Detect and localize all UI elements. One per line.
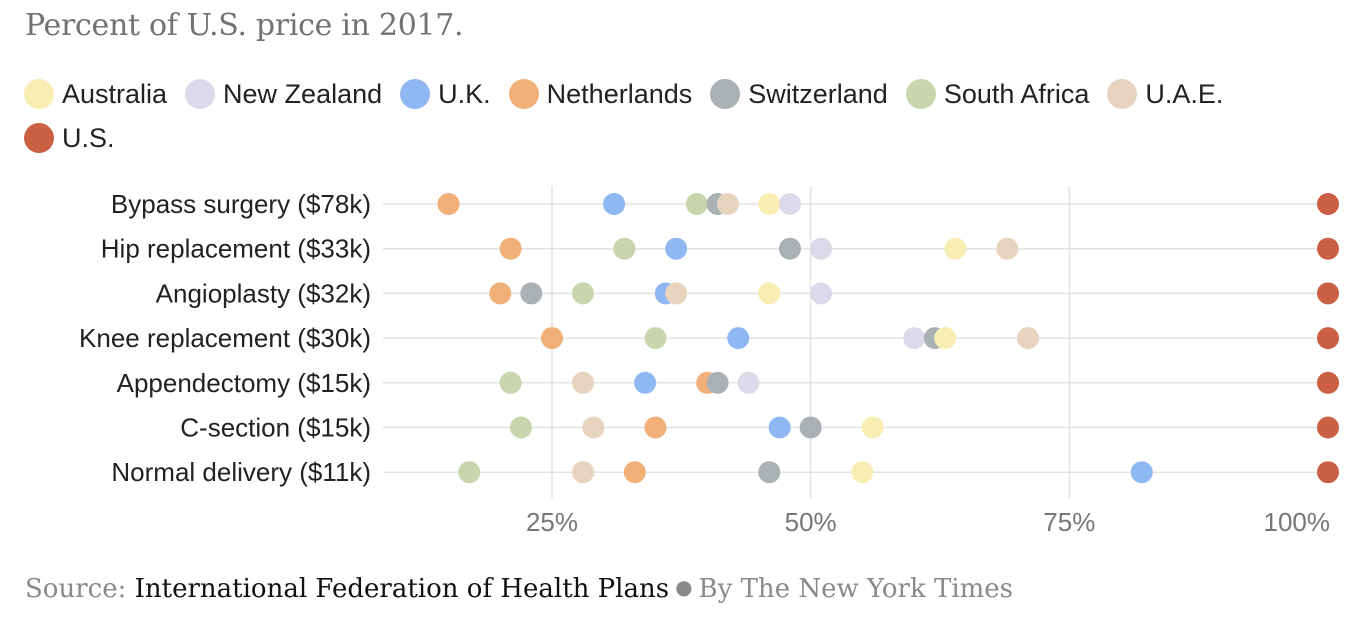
legend-label: New Zealand — [223, 78, 383, 109]
data-point-switzerland — [778, 237, 801, 260]
data-point-new-zealand — [810, 237, 833, 260]
data-point-netherlands — [499, 237, 522, 260]
data-point-u-s — [1317, 371, 1339, 394]
data-point-australia — [758, 193, 781, 215]
category-label: Knee replacement ($30k) — [79, 323, 371, 353]
legend: Australia New Zealand U.K. Netherlands Switz… — [24, 78, 1344, 154]
data-point-australia — [758, 282, 781, 305]
legend-label: U.A.E. — [1145, 78, 1224, 109]
legend-label: Netherlands — [546, 78, 693, 109]
category-label: Appendectomy ($15k) — [117, 368, 371, 398]
byline: By The New York Times — [698, 574, 1014, 604]
legend-item-australia: Australia — [24, 78, 167, 110]
data-point-south-africa — [644, 327, 667, 350]
data-point-u-k — [665, 237, 688, 260]
source-name: International Federation of Health Plans — [134, 574, 670, 604]
data-point-netherlands — [644, 416, 667, 439]
dot-plot: 25% 50% 75% 100% Bypass surgery ($78k) Hip re… — [79, 186, 1339, 537]
data-point-netherlands — [623, 461, 646, 484]
x-tick-label: 50% — [785, 507, 837, 537]
data-point-switzerland — [706, 371, 729, 394]
legend-swatch — [24, 123, 54, 153]
data-point-australia — [944, 237, 967, 260]
data-point-u-s — [1317, 416, 1339, 439]
data-point-u-k — [727, 327, 750, 350]
category-label: Angioplasty ($32k) — [156, 278, 371, 308]
legend-label: Australia — [62, 78, 168, 109]
data-point-south-africa — [613, 237, 636, 260]
data-point-south-africa — [458, 461, 481, 484]
data-point-new-zealand — [778, 193, 801, 215]
x-tick-label: 75% — [1043, 507, 1095, 537]
category-label: Hip replacement ($33k) — [101, 234, 371, 264]
legend-swatch — [508, 79, 539, 109]
data-point-new-zealand — [810, 282, 833, 305]
data-point-australia — [861, 416, 884, 439]
data-point-south-africa — [572, 282, 595, 305]
legend-item-switzerland: Switzerland — [710, 78, 888, 110]
data-point-u-k — [634, 371, 657, 394]
bullet-separator: ● — [675, 575, 693, 599]
data-point-u-k — [603, 193, 626, 215]
data-point-netherlands — [541, 327, 563, 350]
data-point-u-k — [1130, 461, 1153, 484]
data-point-new-zealand — [903, 327, 926, 350]
category-label: Bypass surgery ($78k) — [111, 189, 371, 219]
data-point-u-s — [1317, 193, 1339, 215]
x-tick-label: 100% — [1264, 507, 1331, 537]
data-point-u-s — [1317, 237, 1339, 260]
legend-swatch — [1107, 79, 1138, 109]
data-point-new-zealand — [737, 371, 760, 394]
legend-item-u-a-e: U.A.E. — [1107, 78, 1223, 110]
data-point-u-a-e — [572, 371, 595, 394]
legend-item-new-zealand: New Zealand — [185, 78, 382, 110]
legend-item-u-s: U.S. — [24, 122, 115, 154]
data-point-australia — [934, 327, 957, 350]
data-point-switzerland — [758, 461, 781, 484]
data-point-netherlands — [437, 193, 460, 215]
legend-swatch — [400, 79, 431, 109]
category-label: C-section ($15k) — [180, 413, 371, 443]
x-tick-label: 25% — [526, 507, 578, 537]
data-point-u-a-e — [996, 237, 1019, 260]
data-point-u-a-e — [716, 193, 739, 215]
chart-title: Percent of U.S. price in 2017. — [25, 8, 464, 43]
data-point-south-africa — [685, 193, 708, 215]
data-point-u-k — [768, 416, 791, 439]
data-point-switzerland — [520, 282, 543, 305]
legend-item-south-africa: South Africa — [905, 78, 1090, 110]
legend-label: U.S. — [62, 122, 115, 153]
data-point-switzerland — [799, 416, 822, 439]
data-point-south-africa — [509, 416, 532, 439]
data-point-u-a-e — [665, 282, 688, 305]
legend-label: U.K. — [438, 78, 491, 109]
legend-swatch — [24, 79, 54, 109]
legend-swatch — [710, 79, 741, 109]
data-point-u-a-e — [582, 416, 605, 439]
data-point-south-africa — [499, 371, 522, 394]
category-label: Normal delivery ($11k) — [111, 457, 371, 487]
data-point-u-s — [1317, 282, 1339, 305]
data-point-u-s — [1317, 461, 1339, 484]
data-point-u-a-e — [1016, 327, 1039, 350]
legend-swatch — [905, 79, 936, 109]
legend-label: South Africa — [943, 78, 1090, 109]
data-point-u-s — [1317, 327, 1339, 350]
legend-label: Switzerland — [748, 78, 888, 109]
legend-item-netherlands: Netherlands — [508, 78, 693, 110]
source-label: Source: — [25, 574, 127, 604]
legend-swatch — [185, 79, 216, 109]
data-point-netherlands — [489, 282, 512, 305]
legend-item-u-k: U.K. — [400, 78, 491, 110]
data-point-u-a-e — [572, 461, 595, 484]
footer: Source: International Federation of Heal… — [25, 574, 1013, 604]
data-point-australia — [851, 461, 874, 484]
